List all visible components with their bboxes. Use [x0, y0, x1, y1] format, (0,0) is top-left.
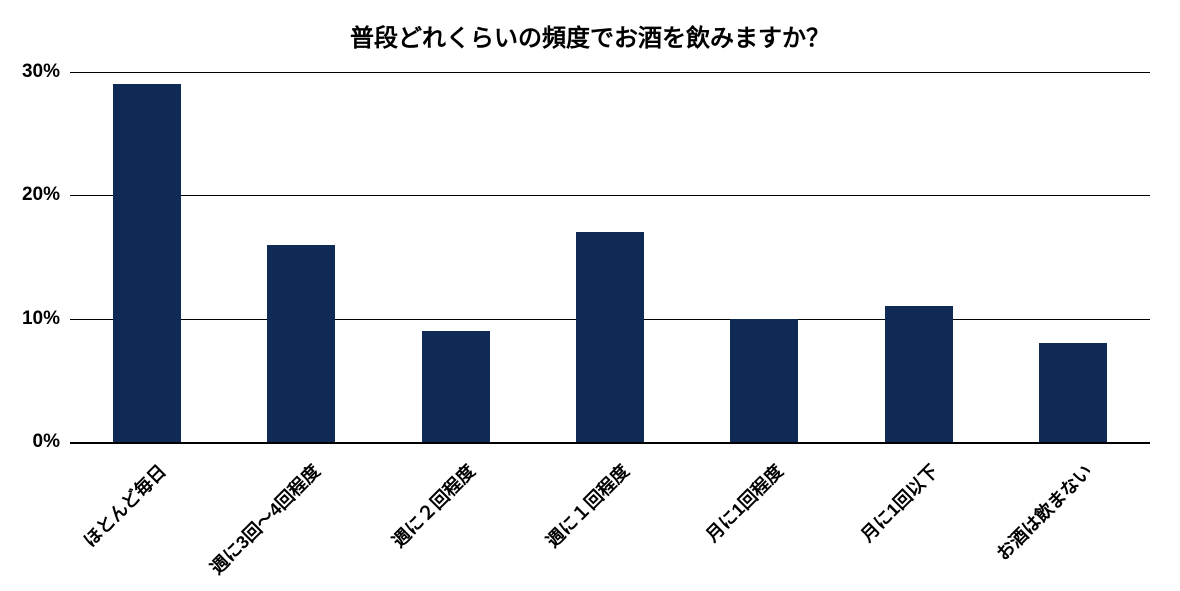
- bar: [730, 319, 798, 442]
- x-tick-label: 週に２回程度: [385, 458, 480, 553]
- gridline: [70, 195, 1150, 196]
- bar: [113, 84, 181, 442]
- x-axis-labels: ほとんど毎日週に3回～4回程度週に２回程度週に１回程度月に1回程度月に1回以下お…: [70, 458, 1150, 578]
- x-tick-label: お酒は飲まない: [990, 458, 1097, 565]
- bar: [1039, 343, 1107, 442]
- x-tick-label: 週に3回～4回程度: [204, 458, 326, 580]
- x-tick-label: 月に1回程度: [700, 458, 789, 547]
- y-tick-label: 0%: [33, 431, 60, 453]
- chart-container: 普段どれくらいの頻度でお酒を飲みますか？ 0%10%20%30% ほとんど毎日週…: [0, 0, 1180, 591]
- gridline: [70, 72, 1150, 73]
- x-tick-label: 月に1回以下: [854, 458, 943, 547]
- gridline: [70, 442, 1150, 444]
- bar: [267, 245, 335, 442]
- y-tick-label: 10%: [22, 308, 60, 330]
- plot-area: 0%10%20%30%: [70, 72, 1150, 442]
- chart-title: 普段どれくらいの頻度でお酒を飲みますか？: [0, 18, 1180, 53]
- x-tick-label: ほとんど毎日: [77, 458, 171, 552]
- bar: [576, 232, 644, 442]
- y-tick-label: 30%: [22, 61, 60, 83]
- y-tick-label: 20%: [22, 184, 60, 206]
- bar: [422, 331, 490, 442]
- x-tick-label: 週に１回程度: [540, 458, 635, 553]
- bar: [885, 306, 953, 442]
